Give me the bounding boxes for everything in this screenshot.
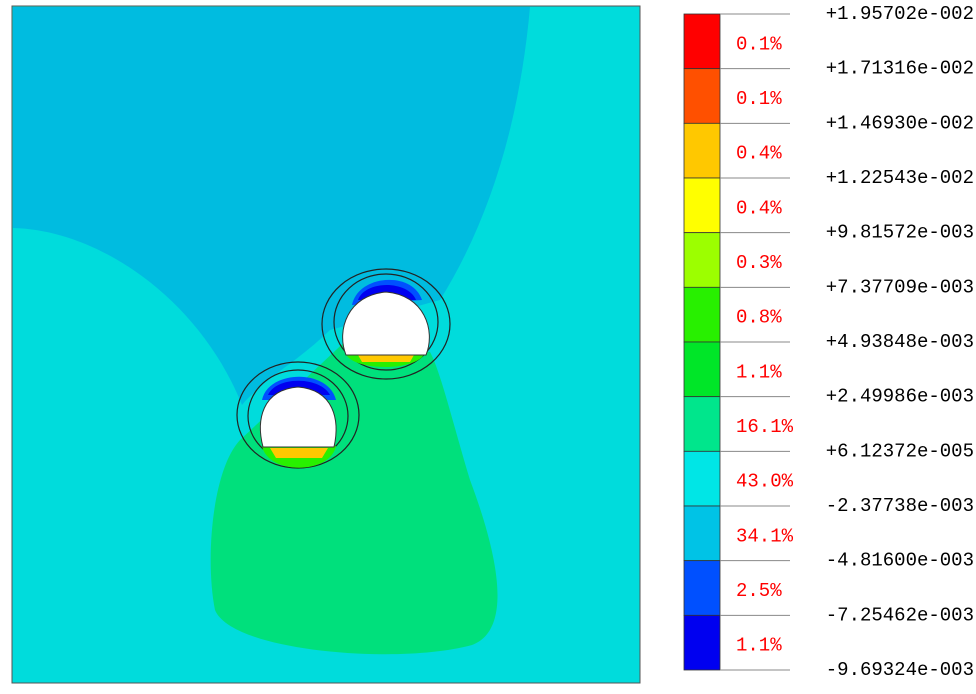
legend-percent: 1.1% [736,635,782,657]
legend-swatch [683,13,721,70]
legend-level: -4.81600e-003 [826,550,974,572]
tunnel-upper [321,268,451,380]
legend-percent: 34.1% [736,525,794,547]
legend-level: +1.71316e-002 [826,58,974,80]
legend-swatch [683,341,721,398]
legend-level: +4.93848e-003 [826,331,974,353]
legend-percent: 0.8% [736,307,782,329]
legend-level: +6.12372e-005 [826,440,974,462]
legend-swatch [683,177,721,234]
legend-percent: 0.4% [736,143,782,165]
legend-percent: 1.1% [736,361,782,383]
contour-plot [11,5,641,684]
legend-level: -9.69324e-003 [826,659,974,681]
legend-swatch [683,450,721,507]
legend-percent: 43.0% [736,471,794,493]
legend-swatch [683,286,721,343]
legend-swatch [683,396,721,452]
legend-swatch [683,560,721,616]
legend-percent: 16.1% [736,416,794,438]
legend-swatch [683,614,721,671]
legend: 0.1% 0.1% 0.4% 0.4% 0.3% 0.8% 1.1% 16.1% 43.0% 34… [683,3,974,681]
legend-level: +9.81572e-003 [826,222,974,244]
legend-swatch [683,505,721,562]
legend-swatch [683,232,721,288]
legend-level: +2.49986e-003 [826,386,974,408]
legend-percent: 0.1% [736,88,782,110]
legend-level: +1.22543e-002 [826,167,974,189]
legend-percent: 0.4% [736,197,782,219]
legend-percent: 2.5% [736,580,782,602]
legend-swatch [683,68,721,124]
legend-percent: 0.1% [736,33,782,55]
legend-level: +7.37709e-003 [826,276,974,298]
legend-percent: 0.3% [736,252,782,274]
legend-level: +1.95702e-002 [826,3,974,25]
legend-level: -7.25462e-003 [826,604,974,626]
legend-level: +1.46930e-002 [826,112,974,134]
legend-level: -2.37738e-003 [826,495,974,517]
tunnel-lower [236,361,360,469]
legend-swatch [683,122,721,179]
